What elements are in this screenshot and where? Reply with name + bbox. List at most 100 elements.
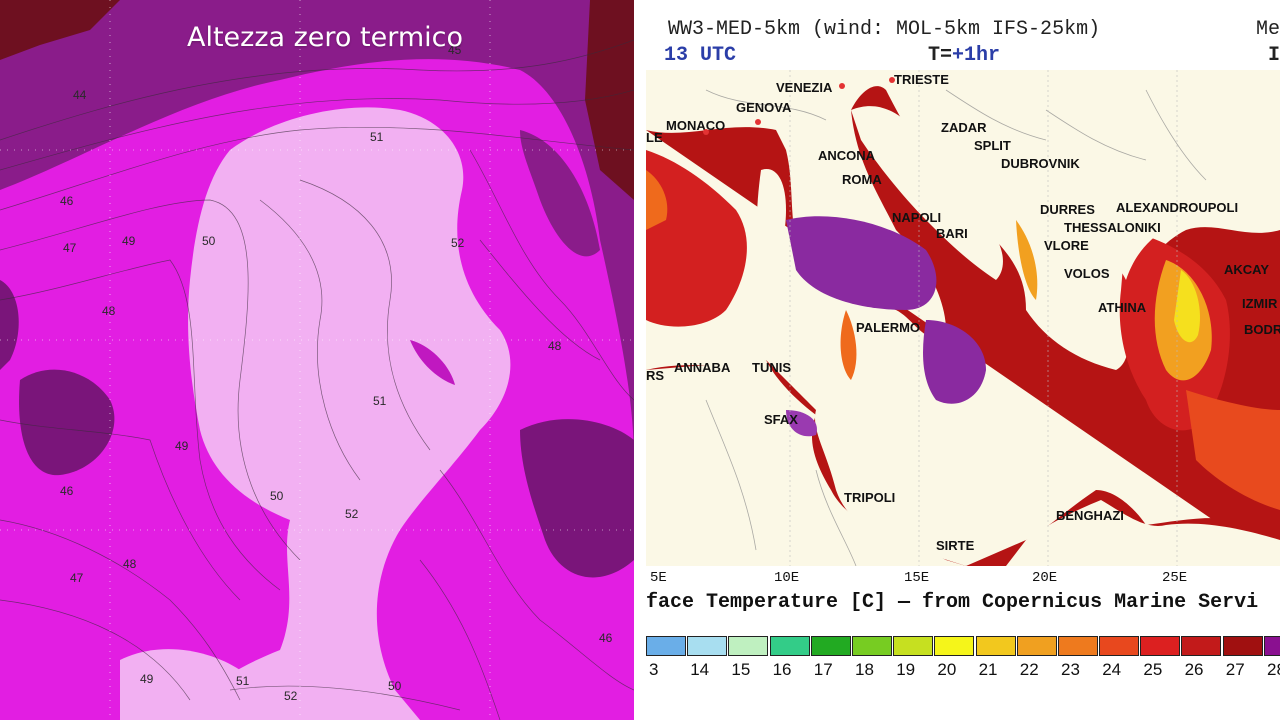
city-label: AKCAY xyxy=(1224,262,1269,277)
colorbar-swatch xyxy=(1057,636,1098,656)
city-label: SPLIT xyxy=(974,138,1011,153)
colorbar-swatch xyxy=(810,636,851,656)
freezing-level-map-panel: 44 45 46 47 48 49 50 51 52 51 52 50 49 4… xyxy=(0,0,634,720)
contour-label: 48 xyxy=(102,304,116,318)
contour-label: 46 xyxy=(60,484,74,498)
sea-orange-sicily xyxy=(840,310,857,380)
contour-label: 51 xyxy=(370,130,384,144)
italy-land xyxy=(851,106,1003,280)
colorbar-swatch xyxy=(687,636,728,656)
colorbar-swatch xyxy=(1016,636,1057,656)
colorbar-label: 24 xyxy=(1102,660,1122,679)
city-label: BARI xyxy=(936,226,968,241)
contour-label: 48 xyxy=(548,339,562,353)
city-label: SIRTE xyxy=(936,538,975,553)
lon-tick: 10E xyxy=(774,570,800,586)
city-markers: VENEZIA TRIESTE GENOVA MONACO LE ZADAR S… xyxy=(646,72,1280,553)
colorbar-swatch xyxy=(728,636,769,656)
city-label: DUBROVNIK xyxy=(1001,156,1080,171)
colorbar-swatch xyxy=(769,636,810,656)
colorbar-label: 14 xyxy=(690,660,710,679)
city-label: NAPOLI xyxy=(892,210,941,225)
colorbar-label: 20 xyxy=(937,660,957,679)
city-label: ROMA xyxy=(842,172,882,187)
model-header: WW3-MED-5km (wind: MOL-5km IFS-25km) xyxy=(668,18,1101,41)
city-label: VENEZIA xyxy=(776,80,833,95)
city-label: SFAX xyxy=(764,412,798,427)
forecast-step-prefix: T= xyxy=(928,44,953,67)
adriatic-inlet xyxy=(410,340,455,385)
city-dot xyxy=(889,77,895,83)
sea-orange-adriatic xyxy=(1016,220,1038,300)
lat-lon-grid xyxy=(0,0,634,720)
map-title: Altezza zero termico xyxy=(186,22,464,53)
colorbar-swatch xyxy=(934,636,975,656)
colorbar-swatch xyxy=(1263,636,1280,656)
city-dot xyxy=(839,83,845,89)
sea-purple-tyrrhenian xyxy=(786,216,937,310)
contour-label: 48 xyxy=(123,557,137,571)
colorbar-label: 22 xyxy=(1019,660,1039,679)
sea-purple-gabes xyxy=(786,410,817,437)
contour-label: 50 xyxy=(388,679,402,693)
sea-orange-west xyxy=(646,170,668,230)
light-pink-zone-south xyxy=(120,649,260,720)
country-borders xyxy=(705,89,1207,566)
contour-label: 52 xyxy=(284,689,298,703)
sst-map-panel: WW3-MED-5km (wind: MOL-5km IFS-25km) Me … xyxy=(646,0,1280,720)
panel-divider xyxy=(634,0,646,720)
deep-purple-blob-edge xyxy=(0,280,19,370)
city-label: MONACO xyxy=(666,118,725,133)
colorbar-label: 26 xyxy=(1184,660,1204,679)
contour-label: 46 xyxy=(599,631,613,645)
contour-label: 52 xyxy=(345,507,359,521)
city-label: ANNABA xyxy=(674,360,731,375)
contour-label: 47 xyxy=(70,571,84,585)
contour-label: 44 xyxy=(73,88,87,102)
city-label: LE xyxy=(646,130,663,145)
maroon-zone-top-right xyxy=(585,0,634,200)
dark-purple-tongue-east xyxy=(520,130,600,257)
light-pink-zone xyxy=(188,107,511,720)
city-label: VOLOS xyxy=(1064,266,1110,281)
sea-red-west xyxy=(646,150,747,327)
sst-colorbar xyxy=(646,636,1280,658)
city-label: ATHINA xyxy=(1098,300,1147,315)
maroon-zone-top-left xyxy=(0,0,120,60)
colorbar-swatch xyxy=(1222,636,1263,656)
city-dot xyxy=(703,129,709,135)
north-africa-land xyxy=(646,360,966,566)
colorbar-swatch xyxy=(975,636,1016,656)
colorbar-label: 17 xyxy=(813,660,833,679)
libya-egypt-land xyxy=(1006,500,1280,566)
sea-purple-ionian xyxy=(923,320,986,404)
lon-tick: 25E xyxy=(1162,570,1188,586)
city-label: TRIPOLI xyxy=(844,490,895,505)
sst-title: face Temperature [C] — from Copernicus M… xyxy=(646,591,1259,614)
contour-label: 50 xyxy=(202,234,216,248)
city-label: IZMIR xyxy=(1242,296,1278,311)
lon-tick: 20E xyxy=(1032,570,1058,586)
contour-label: 46 xyxy=(60,194,74,208)
utc-time: 13 UTC xyxy=(664,44,737,67)
sardinia-land xyxy=(756,169,786,270)
colorbar-label: 25 xyxy=(1143,660,1163,679)
colorbar-label: 21 xyxy=(978,660,998,679)
city-label: PALERMO xyxy=(856,320,920,335)
city-label: ALEXANDROUPOLI xyxy=(1116,200,1238,215)
colorbar-swatch xyxy=(1140,636,1181,656)
city-label: BODR xyxy=(1244,322,1280,337)
contour-lines xyxy=(0,39,634,720)
forecast-step: T=+1hr xyxy=(928,44,1000,67)
colorbar-label: 3 xyxy=(649,660,659,679)
city-label: GENOVA xyxy=(736,100,792,115)
header-cut-text-2: I xyxy=(1268,44,1280,67)
contour-label: 47 xyxy=(63,241,77,255)
city-label: THESSALONIKI xyxy=(1064,220,1161,235)
colorbar-swatch xyxy=(1099,636,1140,656)
colorbar-label: 16 xyxy=(772,660,792,679)
longitude-axis: 5E 10E 15E 20E 25E xyxy=(646,566,1280,590)
city-label: ANCONA xyxy=(818,148,876,163)
header-cut-text: Me xyxy=(1256,18,1280,41)
colorbar-label: 28 xyxy=(1267,660,1280,679)
